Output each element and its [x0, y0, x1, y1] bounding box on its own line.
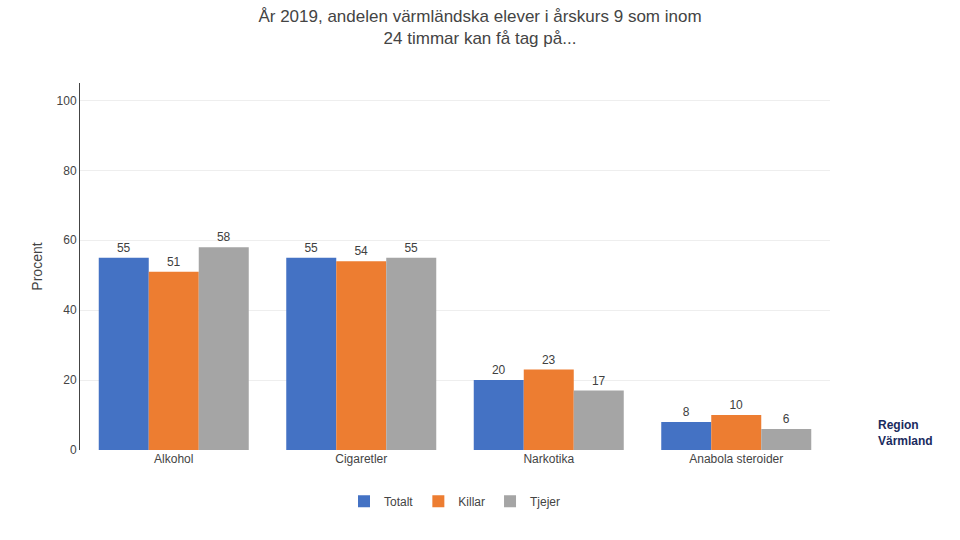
svg-text:Alkohol: Alkohol	[154, 452, 193, 466]
svg-text:Anabola steroider: Anabola steroider	[689, 452, 783, 466]
svg-text:Totalt: Totalt	[384, 495, 413, 509]
svg-text:55: 55	[304, 241, 318, 255]
svg-text:58: 58	[217, 230, 231, 244]
svg-text:54: 54	[354, 244, 368, 258]
svg-text:Narkotika: Narkotika	[523, 452, 574, 466]
svg-text:Cigaretler: Cigaretler	[335, 452, 387, 466]
svg-text:51: 51	[167, 255, 181, 269]
svg-text:20: 20	[492, 363, 506, 377]
svg-text:23: 23	[542, 353, 556, 367]
svg-text:20: 20	[63, 373, 77, 387]
svg-text:0: 0	[70, 443, 77, 457]
svg-text:Killar: Killar	[458, 495, 485, 509]
svg-text:55: 55	[117, 241, 131, 255]
svg-text:100: 100	[57, 94, 77, 108]
svg-text:6: 6	[783, 412, 790, 426]
svg-text:8: 8	[683, 405, 690, 419]
svg-text:80: 80	[63, 164, 77, 178]
svg-text:60: 60	[63, 233, 77, 247]
svg-text:Tjejer: Tjejer	[530, 495, 560, 509]
svg-text:RegionVärmland: RegionVärmland	[878, 418, 933, 448]
svg-text:Procent: Procent	[29, 242, 45, 290]
svg-text:10: 10	[729, 398, 743, 412]
svg-text:År 2019, andelen värmländska e: År 2019, andelen värmländska elever i år…	[258, 7, 701, 48]
svg-text:55: 55	[404, 241, 418, 255]
svg-text:17: 17	[592, 374, 606, 388]
svg-text:40: 40	[63, 303, 77, 317]
